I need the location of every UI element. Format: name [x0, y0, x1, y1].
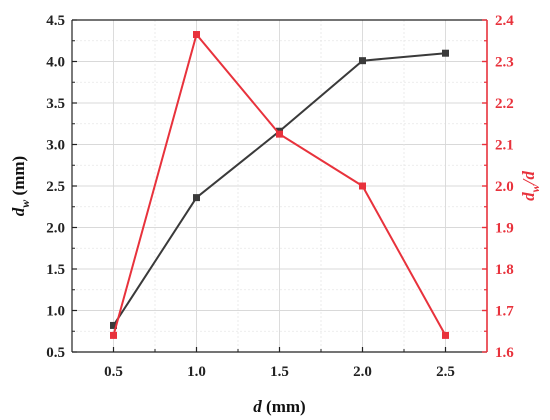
y-left-tick-label: 4.0: [46, 55, 65, 71]
labels: 0.5 1.0 1.5 2.0 2.5 3.0 3.5 4.0 4.5 1.6 1.7 1.8 1.9 2…: [9, 13, 542, 416]
y-right-tick-label: 1.6: [495, 345, 514, 361]
y-left-tick-label: 2.0: [46, 221, 65, 237]
y-left-axis-title: dw (mm): [9, 156, 32, 216]
data-point-left: [193, 194, 200, 202]
data-point-right: [193, 31, 200, 39]
series: [110, 31, 449, 339]
y-right-axis-title: dw/d: [519, 171, 542, 201]
y-left-tick-label: 4.5: [46, 13, 65, 29]
y-right-tick-label: 2.2: [495, 96, 514, 112]
axes: [71, 19, 488, 353]
x-tick-label: 2.0: [353, 364, 372, 380]
y-right-tick-label: 2.4: [495, 13, 514, 29]
x-tick-label: 1.5: [270, 364, 289, 380]
y-right-tick-label: 2.3: [495, 55, 514, 71]
y-right-tick-label: 2.1: [495, 138, 514, 154]
y-left-tick-label: 3.5: [46, 96, 65, 112]
x-axis-title: d (mm): [253, 397, 305, 416]
y-left-tick-label: 0.5: [46, 345, 65, 361]
y-right-tick-label: 1.8: [495, 262, 514, 278]
data-point-right: [276, 130, 283, 138]
y-right-tick-label: 2.0: [495, 179, 514, 195]
data-point-right: [359, 182, 366, 190]
grid: [72, 19, 487, 353]
data-point-right: [442, 331, 449, 339]
y-left-tick-label: 3.0: [46, 138, 65, 154]
x-tick-label: 1.0: [187, 364, 206, 380]
y-left-tick-label: 1.0: [46, 304, 65, 320]
y-left-tick-label: 2.5: [46, 179, 65, 195]
data-point-left: [110, 321, 117, 329]
y-right-tick-label: 1.9: [495, 221, 514, 237]
data-point-left: [442, 49, 449, 57]
data-point-left: [359, 57, 366, 65]
data-point-right: [110, 331, 117, 339]
y-right-tick-label: 1.7: [495, 304, 514, 320]
x-tick-label: 0.5: [104, 364, 123, 380]
x-tick-label: 2.5: [436, 364, 455, 380]
y-left-tick-label: 1.5: [46, 262, 65, 278]
